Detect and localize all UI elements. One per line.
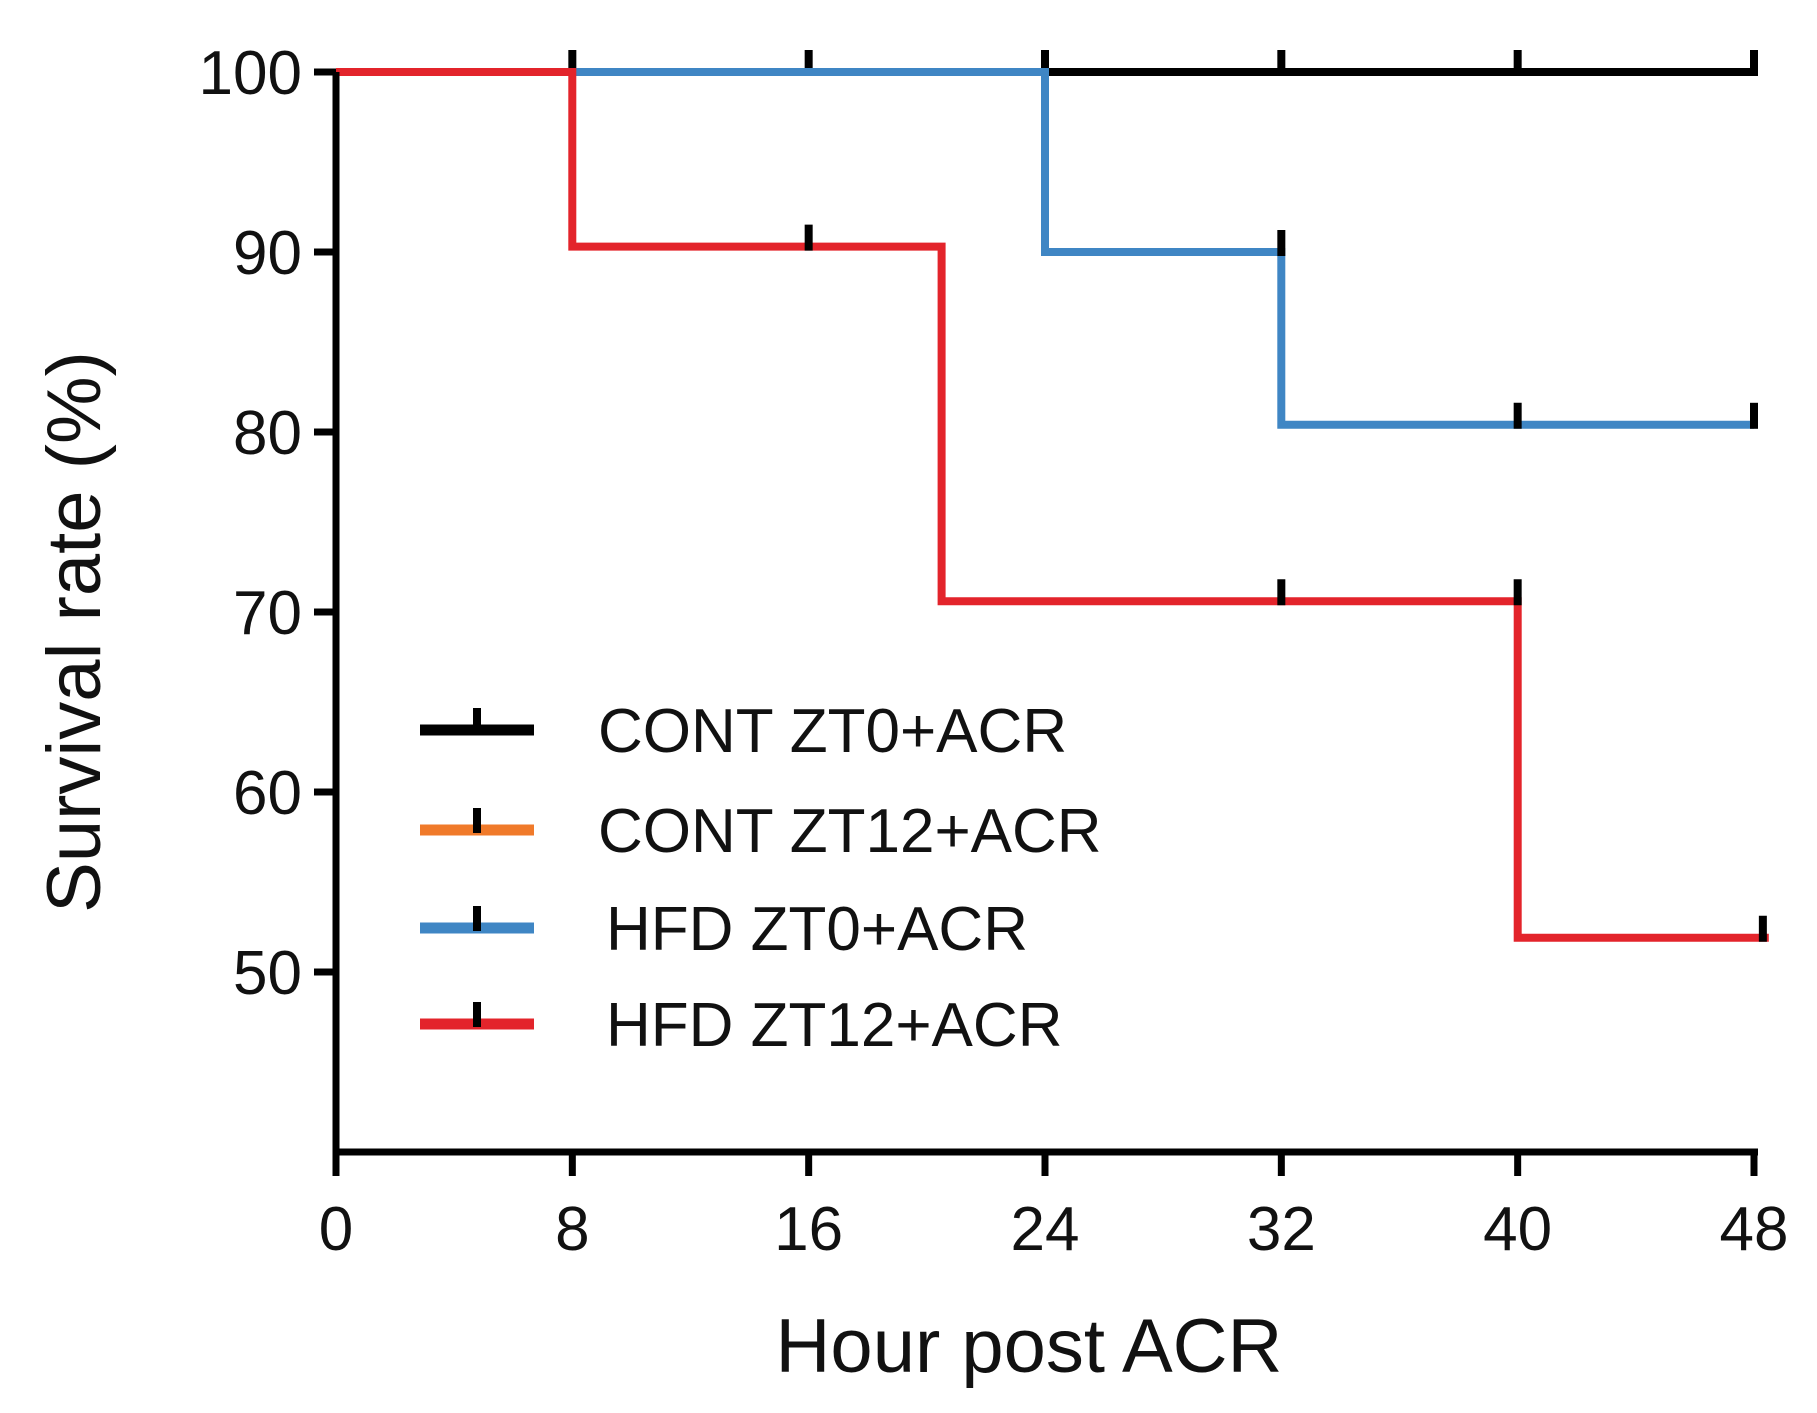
- x-tick-label: 32: [1247, 1195, 1316, 1264]
- y-tick-label: 100: [199, 39, 302, 108]
- legend-label-hfd-zt12-acr: HFD ZT12+ACR: [606, 991, 1062, 1060]
- y-tick-label: 50: [233, 939, 302, 1008]
- y-tick-label: 60: [233, 759, 302, 828]
- legend: CONT ZT0+ACR CONT ZT12+ACR HFD ZT0+ACR HFD …: [420, 697, 1102, 1060]
- legend-label-cont-zt12-acr: CONT ZT12+ACR: [598, 797, 1102, 866]
- x-tick-label: 8: [555, 1195, 589, 1264]
- x-tick-label: 40: [1483, 1195, 1552, 1264]
- y-tick-label: 90: [233, 219, 302, 288]
- series-line-hfd-zt12-acr: [336, 68, 1769, 942]
- x-tick-label: 48: [1720, 1195, 1789, 1264]
- axes-layer: 50 60 70 80 90 100 0 8 16 24 32 40 48 Hour post ACR Su…: [32, 39, 1788, 1389]
- y-tick-label: 80: [233, 399, 302, 468]
- x-tick-label: 0: [319, 1195, 353, 1264]
- x-tick-label: 24: [1011, 1195, 1080, 1264]
- x-axis-title: Hour post ACR: [776, 1304, 1283, 1389]
- y-tick-label: 70: [233, 579, 302, 648]
- x-tick-label: 16: [774, 1195, 843, 1264]
- legend-label-cont-zt0-acr: CONT ZT0+ACR: [598, 697, 1067, 766]
- legend-label-hfd-zt0-acr: HFD ZT0+ACR: [606, 895, 1028, 964]
- y-axis-title: Survival rate (%): [32, 351, 117, 913]
- series-layer: [336, 50, 1769, 942]
- series-line-hfd-zt0-acr: [336, 68, 1754, 429]
